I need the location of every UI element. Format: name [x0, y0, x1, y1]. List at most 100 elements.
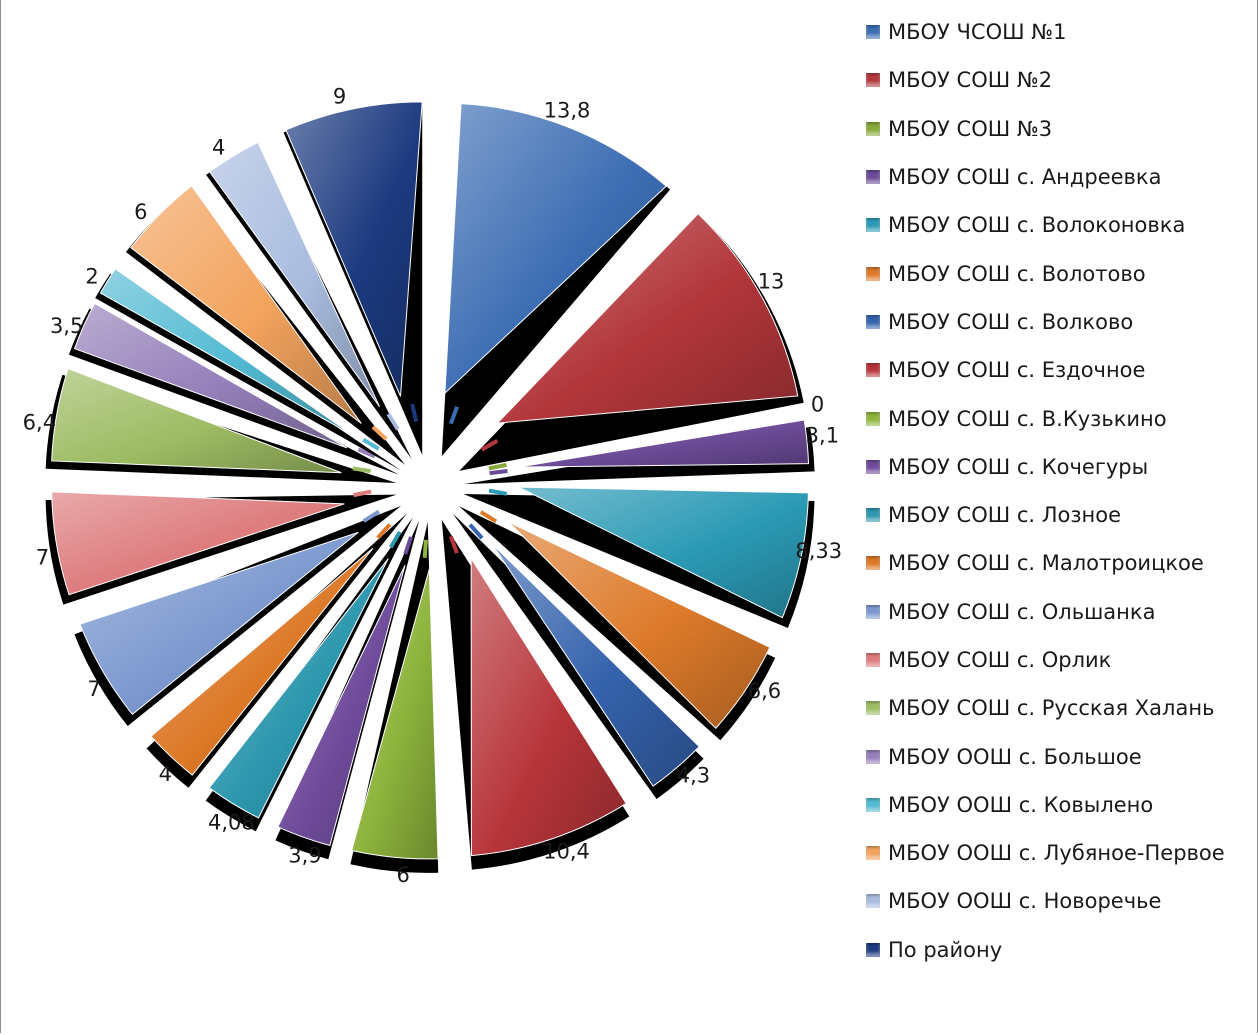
slice-17[interactable] [99, 268, 354, 436]
legend-label: МБОУ СОШ с. Волково [888, 309, 1134, 334]
inner-tick [410, 403, 419, 423]
legend-label: МБОУ СОШ с. Волоконовка [888, 213, 1186, 238]
legend-swatch [866, 894, 880, 909]
slice-12[interactable] [150, 547, 374, 776]
legend: МБОУ ЧСОШ №1 МБОУ СОШ №2 МБОУ СОШ №3 МБОУ С… [866, 8, 1256, 974]
legend-swatch [866, 411, 880, 426]
inner-tick [389, 530, 402, 549]
inner-tick [371, 425, 388, 441]
legend-item: МБОУ ООШ с. Лубяное-Первое [866, 829, 1256, 877]
legend-item: МБОУ СОШ с. Ездочное [866, 346, 1256, 394]
legend-swatch [866, 701, 880, 716]
inner-tick [362, 509, 381, 523]
legend-swatch [866, 556, 880, 571]
legend-item: МБОУ ЧСОШ №1 [866, 8, 1256, 56]
data-label: 0 [811, 392, 824, 416]
legend-label: МБОУ СОШ с. Ольшанка [888, 599, 1156, 624]
inner-tick [403, 536, 413, 555]
data-label: 3,5 [50, 314, 83, 338]
slice-9[interactable] [351, 568, 439, 860]
data-label: 4 [159, 762, 172, 786]
inner-tick [489, 469, 508, 476]
inner-tick [448, 535, 459, 554]
data-label: 6 [396, 863, 409, 887]
slice-1[interactable] [444, 103, 667, 395]
legend-item: МБОУ ООШ с. Ковылено [866, 781, 1256, 829]
slice-8[interactable] [470, 556, 627, 857]
slice-19[interactable] [208, 141, 381, 408]
inner-tick [488, 488, 508, 496]
legend-swatch [866, 25, 880, 40]
slice-11[interactable] [208, 558, 389, 819]
data-label: 7 [36, 546, 49, 570]
data-label: 10,4 [543, 840, 590, 864]
inner-tick [376, 523, 392, 540]
data-label: 8,33 [795, 539, 842, 563]
legend-item: По району [866, 926, 1256, 974]
legend-label: МБОУ СОШ с. Русская Халань [888, 696, 1215, 721]
legend-label: МБОУ СОШ с. Малотроицкое [888, 551, 1204, 576]
slice-7[interactable] [491, 543, 700, 787]
legend-label: МБОУ ООШ с. Лубяное-Первое [888, 841, 1225, 866]
slice-5[interactable] [518, 486, 809, 619]
legend-item: МБОУ СОШ с. Лозное [866, 491, 1256, 539]
legend-item: МБОУ СОШ с. Кочегуры [866, 443, 1256, 491]
slice-6[interactable] [508, 521, 771, 729]
inner-tick [422, 539, 428, 558]
data-label: 6,4 [23, 410, 56, 434]
inner-tick [468, 523, 484, 540]
data-label: 6,6 [748, 679, 781, 703]
legend-swatch [866, 508, 880, 523]
inner-tick [386, 413, 400, 431]
legend-swatch [866, 73, 880, 88]
legend-swatch [866, 942, 880, 957]
legend-swatch [866, 363, 880, 378]
data-label: 3,1 [806, 423, 839, 447]
legend-label: По району [888, 937, 1003, 962]
legend-swatch [866, 749, 880, 764]
data-label: 6 [134, 200, 147, 224]
legend-label: МБОУ ООШ с. Большое [888, 744, 1142, 769]
legend-label: МБОУ СОШ с. Волотово [888, 261, 1146, 286]
slice-2[interactable] [496, 213, 799, 424]
data-label: 2 [85, 264, 98, 288]
legend-label: МБОУ СОШ №2 [888, 68, 1053, 93]
legend-label: МБОУ ООШ с. Ковылено [888, 792, 1154, 817]
legend-swatch [866, 653, 880, 667]
data-label: 3,9 [288, 844, 321, 868]
inner-tick [488, 462, 507, 471]
slice-10[interactable] [277, 565, 406, 847]
legend-label: МБОУ ЧСОШ №1 [888, 20, 1067, 45]
slice-14[interactable] [51, 491, 345, 596]
slice-16[interactable] [73, 302, 348, 449]
slice-4[interactable] [517, 419, 810, 468]
legend-item: МБОУ ООШ с. Новоречье [866, 877, 1256, 925]
legend-swatch [866, 170, 880, 185]
legend-swatch [866, 218, 880, 233]
data-label: 13,8 [544, 99, 591, 123]
slice-18[interactable] [130, 185, 362, 424]
legend-item: МБОУ СОШ №2 [866, 56, 1256, 104]
legend-swatch [866, 604, 880, 619]
legend-label: МБОУ СОШ с. Кочегуры [888, 454, 1149, 479]
legend-item: МБОУ СОШ с. Волково [866, 298, 1256, 346]
pie-chart: 13,8 13 0 3,1 8,33 6,6 4,3 10,4 6 3,9 4,08 4 7 7 6,4 3,… [23, 84, 842, 887]
inner-tick [357, 447, 376, 459]
legend-item: МБОУ СОШ с. Малотроицкое [866, 539, 1256, 587]
legend-label: МБОУ СОШ с. Андреевка [888, 165, 1162, 190]
legend-swatch [866, 797, 880, 812]
legend-item: МБОУ СОШ с. В.Кузькино [866, 394, 1256, 442]
slice-15[interactable] [51, 367, 342, 474]
legend-label: МБОУ ООШ с. Новоречье [888, 889, 1162, 914]
inner-tick [353, 489, 372, 498]
legend-swatch [866, 314, 880, 329]
inner-tick [352, 466, 371, 474]
legend-item: МБОУ СОШ с. Ольшанка [866, 588, 1256, 636]
inner-tick [448, 406, 459, 425]
slice-13[interactable] [79, 531, 359, 716]
legend-label: МБОУ СОШ с. Лозное [888, 503, 1122, 528]
data-label: 7 [87, 677, 100, 701]
legend-swatch [866, 459, 880, 474]
slice-20[interactable] [285, 101, 423, 397]
legend-label: МБОУ СОШ с. В.Кузькино [888, 406, 1167, 431]
